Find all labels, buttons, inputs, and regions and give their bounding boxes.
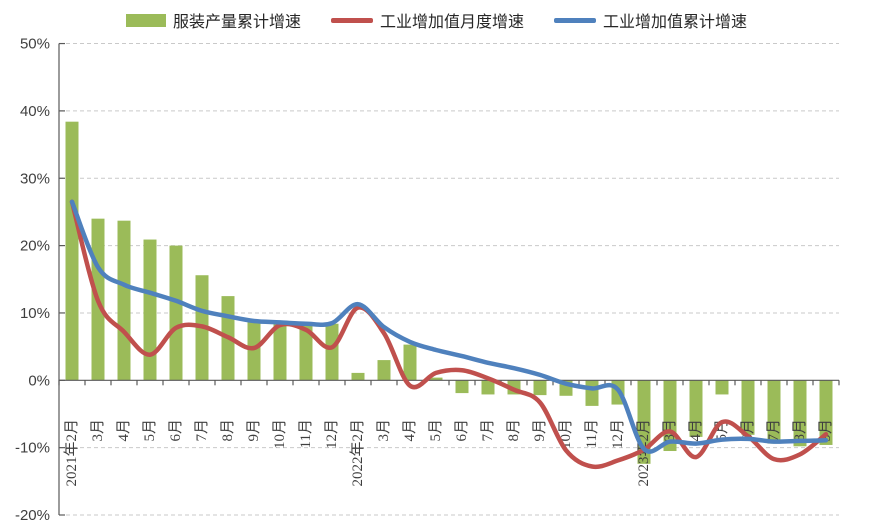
y-tick-label: 40% bbox=[20, 103, 50, 120]
bar bbox=[533, 380, 547, 396]
x-tick-label: 3月 bbox=[90, 419, 106, 442]
bar bbox=[325, 323, 339, 381]
legend-label: 工业增加值月度增速 bbox=[379, 14, 524, 31]
legend-line-swatch bbox=[330, 17, 373, 23]
bar bbox=[481, 380, 495, 395]
bar bbox=[169, 245, 183, 381]
x-tick-label: 8月 bbox=[220, 419, 236, 442]
x-tick-label: 7月 bbox=[766, 419, 782, 442]
x-tick-label: 12月 bbox=[324, 419, 340, 449]
legend-label: 工业增加值累计增速 bbox=[603, 14, 748, 31]
bar bbox=[273, 323, 287, 381]
legend-line-swatch bbox=[554, 17, 596, 23]
x-tick-label: 8月 bbox=[506, 419, 522, 442]
y-tick-label: -20% bbox=[15, 507, 50, 524]
x-tick-label: 12月 bbox=[610, 419, 626, 449]
x-tick-label: 5月 bbox=[428, 419, 444, 442]
x-tick-label: 2021年2月 bbox=[63, 419, 80, 487]
bar bbox=[299, 325, 313, 381]
bar bbox=[715, 380, 729, 395]
legend-item-0: 服装产量累计增速 bbox=[125, 8, 301, 32]
x-tick-label: 2022年2月 bbox=[349, 419, 366, 487]
bar-series bbox=[65, 121, 833, 464]
bar bbox=[143, 239, 157, 381]
legend-item-2: 工业增加值累计增速 bbox=[554, 8, 747, 32]
x-tick-label: 11月 bbox=[298, 419, 314, 448]
bar bbox=[819, 380, 833, 445]
x-tick-label: 4月 bbox=[116, 419, 132, 442]
bar bbox=[351, 372, 365, 381]
x-tick-label: 10月 bbox=[272, 419, 288, 449]
legend-bar-swatch bbox=[125, 13, 166, 27]
cumulative-growth-line bbox=[69, 199, 829, 454]
x-tick-label: 6月 bbox=[168, 419, 184, 442]
y-tick-label: 0% bbox=[28, 372, 50, 389]
bar bbox=[117, 220, 131, 381]
y-tick-label: 50% bbox=[20, 36, 50, 53]
y-tick-label: 10% bbox=[20, 305, 50, 322]
y-tick-label: 30% bbox=[20, 170, 50, 187]
x-tick-label: 9月 bbox=[246, 419, 262, 442]
x-tick-label: 7月 bbox=[480, 419, 496, 442]
y-tick-label: -10% bbox=[15, 440, 50, 457]
legend-item-1: 工业增加值月度增速 bbox=[330, 8, 524, 32]
monthly-growth-line bbox=[69, 199, 829, 470]
chart-legend: 服装产量累计增速 工业增加值月度增速 工业增加值累计增速 bbox=[0, 8, 873, 32]
bar bbox=[767, 380, 781, 444]
x-tick-label: 5月 bbox=[142, 419, 158, 442]
x-tick-label: 6月 bbox=[454, 419, 470, 442]
bar bbox=[455, 380, 469, 394]
x-tick-label: 11月 bbox=[584, 419, 600, 448]
bar bbox=[793, 380, 807, 447]
x-tick-label: 7月 bbox=[194, 419, 210, 442]
bar bbox=[65, 121, 79, 381]
bar bbox=[689, 380, 703, 437]
legend-label: 服装产量累计增速 bbox=[172, 14, 301, 31]
bar bbox=[585, 380, 599, 406]
bar bbox=[741, 380, 755, 435]
bar bbox=[403, 344, 417, 381]
x-tick-label: 8月 bbox=[792, 419, 808, 442]
x-tick-label: 9月 bbox=[532, 419, 548, 442]
x-tick-label: 4月 bbox=[402, 419, 418, 442]
y-tick-label: 20% bbox=[20, 238, 50, 255]
bar bbox=[377, 360, 391, 381]
x-tick-label: 3月 bbox=[376, 419, 392, 442]
bar bbox=[429, 377, 443, 381]
x-tick-label: 4月 bbox=[688, 419, 704, 442]
